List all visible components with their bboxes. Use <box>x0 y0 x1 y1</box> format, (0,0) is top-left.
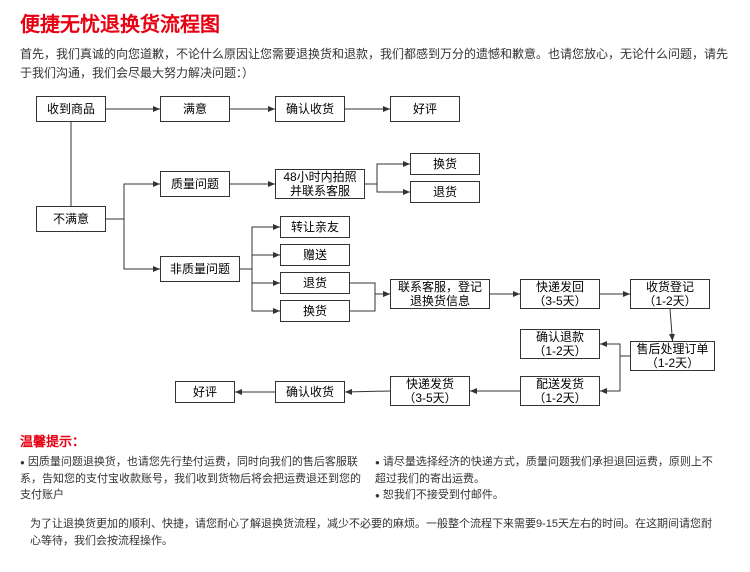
flow-node-confirmref: 确认退款 （1-2天） <box>520 329 600 359</box>
tip-text: 恕我们不接受到付邮件。 <box>375 487 718 504</box>
flow-node-exchange2: 换货 <box>280 300 350 322</box>
flow-node-return1: 退货 <box>410 181 480 203</box>
flow-node-return2: 退货 <box>280 272 350 294</box>
intro-text: 首先，我们真诚的向您道歉，不论什么原因让您需要退换货和退款，我们都感到万分的遗憾… <box>0 41 750 91</box>
flow-node-recvreg: 收货登记 （1-2天） <box>630 279 710 309</box>
flow-node-nonqual: 非质量问题 <box>160 256 240 282</box>
flow-node-contact: 联系客服，登记 退换货信息 <box>390 279 490 309</box>
tips-row: 因质量问题退换货，也请您先行垫付运费，同时向我们的售后客服联系，告知您的支付宝收… <box>0 450 750 508</box>
page-title: 便捷无忧退换货流程图 <box>0 0 750 41</box>
footer-text: 为了让退换货更加的顺利、快捷，请您耐心了解退换货流程，减少不必要的麻烦。一般整个… <box>0 508 750 559</box>
flow-node-exchange1: 换货 <box>410 153 480 175</box>
flow-node-good2: 好评 <box>175 381 235 403</box>
flowchart-edges <box>0 91 750 431</box>
flow-node-receive: 收到商品 <box>36 96 106 122</box>
flow-node-satisfied: 满意 <box>160 96 230 122</box>
flow-node-sendout: 快递发货 （3-5天） <box>390 376 470 406</box>
flowchart-container: 收到商品满意确认收货好评不满意质量问题非质量问题48小时内拍照 并联系客服换货退… <box>0 91 750 431</box>
flow-node-gift: 赠送 <box>280 244 350 266</box>
flow-node-sendback: 快递发回 （3-5天） <box>520 279 600 309</box>
tips-col-right: 请尽量选择经济的快递方式，质量问题我们承担退回运费，原则上不超过我们的寄出运费。… <box>375 454 730 504</box>
tip-text: 因质量问题退换货，也请您先行垫付运费，同时向我们的售后客服联系，告知您的支付宝收… <box>20 454 363 504</box>
tips-col-left: 因质量问题退换货，也请您先行垫付运费，同时向我们的售后客服联系，告知您的支付宝收… <box>20 454 375 504</box>
flow-node-confirm2: 确认收货 <box>275 381 345 403</box>
flow-node-confirm1: 确认收货 <box>275 96 345 122</box>
flow-node-dispatch: 配送发货 （1-2天） <box>520 376 600 406</box>
flow-node-transfer: 转让亲友 <box>280 216 350 238</box>
tips-title: 温馨提示： <box>0 431 750 450</box>
flow-node-quality: 质量问题 <box>160 171 230 197</box>
flow-node-aftersale: 售后处理订单 （1-2天） <box>630 341 715 371</box>
flow-node-photo48: 48小时内拍照 并联系客服 <box>275 169 365 199</box>
tip-text: 请尽量选择经济的快递方式，质量问题我们承担退回运费，原则上不超过我们的寄出运费。 <box>375 454 718 487</box>
flow-node-unsat: 不满意 <box>36 206 106 232</box>
flow-node-good1: 好评 <box>390 96 460 122</box>
